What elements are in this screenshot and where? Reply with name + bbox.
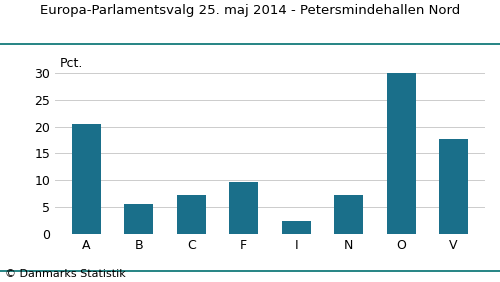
- Bar: [282, 221, 310, 234]
- Text: © Danmarks Statistik: © Danmarks Statistik: [5, 269, 126, 279]
- Bar: [124, 204, 154, 234]
- Bar: [386, 73, 416, 234]
- Text: Pct.: Pct.: [60, 57, 84, 70]
- Bar: [230, 182, 258, 234]
- Bar: [177, 195, 206, 234]
- Bar: [72, 124, 101, 234]
- Bar: [334, 195, 363, 234]
- Text: Europa-Parlamentsvalg 25. maj 2014 - Petersmindehallen Nord: Europa-Parlamentsvalg 25. maj 2014 - Pet…: [40, 4, 460, 17]
- Bar: [439, 139, 468, 234]
